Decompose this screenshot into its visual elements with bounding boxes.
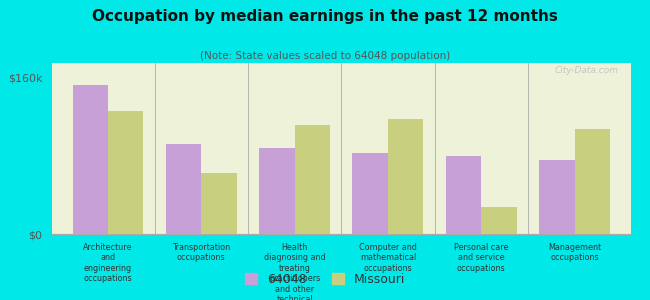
Bar bbox=[575, 129, 610, 234]
Bar bbox=[352, 153, 388, 234]
Bar bbox=[73, 85, 108, 234]
Text: City-Data.com: City-Data.com bbox=[555, 66, 619, 75]
Bar bbox=[446, 156, 481, 234]
Legend: 64048, Missouri: 64048, Missouri bbox=[239, 268, 411, 291]
Bar bbox=[481, 207, 517, 234]
Bar bbox=[259, 148, 294, 234]
Bar bbox=[166, 144, 202, 234]
Bar bbox=[294, 124, 330, 234]
Text: (Note: State values scaled to 64048 population): (Note: State values scaled to 64048 popu… bbox=[200, 51, 450, 61]
Bar bbox=[202, 173, 237, 234]
Bar bbox=[388, 119, 423, 234]
Bar bbox=[539, 160, 575, 234]
Text: Occupation by median earnings in the past 12 months: Occupation by median earnings in the pas… bbox=[92, 9, 558, 24]
Bar bbox=[108, 111, 144, 234]
